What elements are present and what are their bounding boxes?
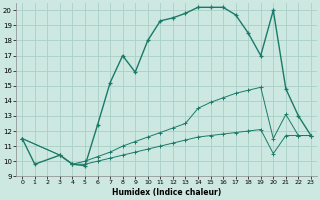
- X-axis label: Humidex (Indice chaleur): Humidex (Indice chaleur): [112, 188, 221, 197]
